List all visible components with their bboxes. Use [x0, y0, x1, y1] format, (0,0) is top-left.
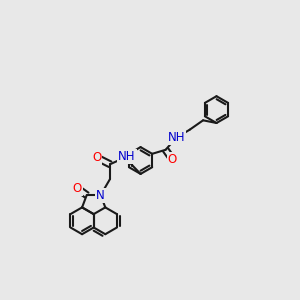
Text: O: O [168, 153, 177, 166]
Text: NH: NH [118, 150, 136, 163]
Text: N: N [96, 189, 105, 202]
Text: O: O [73, 182, 82, 195]
Text: NH: NH [168, 131, 185, 144]
Text: O: O [92, 151, 101, 164]
